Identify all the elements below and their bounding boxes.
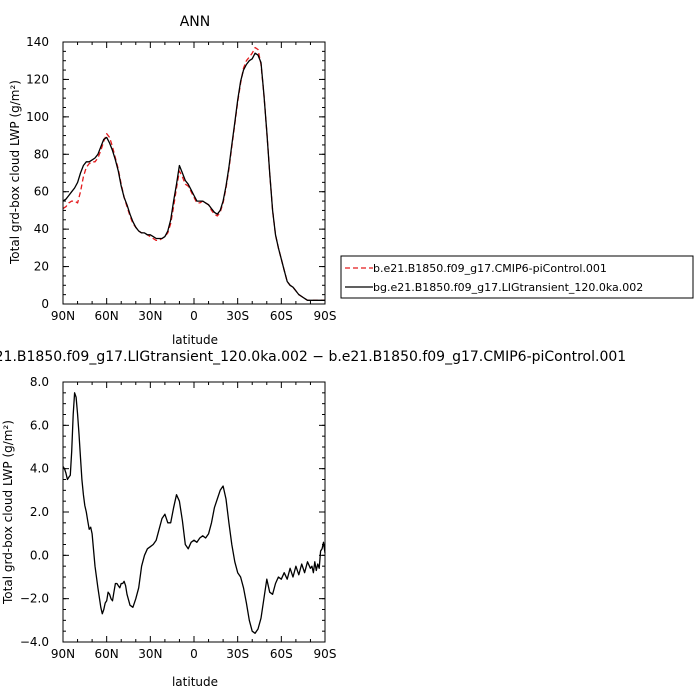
chart-top-panel: ANN 90N 60N 30N 0 30S 60S 90S 0 20 40 60 80 100 120 14… — [8, 14, 336, 347]
chart-top-x-tick-label: 0 — [190, 309, 198, 323]
chart-bottom-y-tick-label: −2.0 — [20, 592, 49, 606]
chart-top-y-tick-label: 100 — [26, 110, 49, 124]
legend-label-control: b.e21.B1850.f09_g17.CMIP6-piControl.001 — [373, 262, 607, 275]
chart-top-x-axis-label: latitude — [172, 333, 218, 347]
chart-top-x-tick-label: 30S — [226, 309, 249, 323]
legend: b.e21.B1850.f09_g17.CMIP6-piControl.001 … — [340, 255, 694, 299]
chart-top-series-layer — [62, 46, 325, 301]
chart-bottom-series-layer — [62, 392, 326, 634]
chart-top-title: ANN — [180, 14, 211, 30]
chart-bottom-x-tick-label: 30N — [138, 647, 162, 661]
chart-top-x-tick-label: 90S — [314, 309, 337, 323]
chart-bottom-x-tick-label: 90S — [314, 647, 337, 661]
chart-bottom-y-tick-label: 4.0 — [30, 462, 49, 476]
chart-top-y-tick-label: 0 — [41, 297, 49, 311]
chart-top-x-tick-label: 90N — [51, 309, 75, 323]
chart-bottom-title: bg.e21.B1850.f09_g17.LIGtransient_120.0k… — [0, 349, 626, 365]
chart-bottom-ticks: 90N 60N 30N 0 30S 60S 90S −4.0 −2.0 0.0 2.0 4.0 6.0 8… — [20, 375, 337, 661]
chart-top-y-tick-label: 20 — [34, 260, 49, 274]
chart-bottom-panel: bg.e21.B1850.f09_g17.LIGtransient_120.0k… — [0, 349, 626, 689]
chart-bottom-y-axis-label: Total grd-box cloud LWP (g/m²) — [1, 420, 15, 605]
chart-bottom-y-tick-label: −4.0 — [20, 635, 49, 649]
chart-bottom-y-tick-label: 8.0 — [30, 375, 49, 389]
chart-bottom-y-axis-label-text: Total grd-box cloud LWP (g/m²) — [1, 420, 15, 605]
chart-bottom-y-tick-label: 2.0 — [30, 505, 49, 519]
chart-bottom-plot-frame — [62, 381, 326, 643]
chart-top-ticks: 90N 60N 30N 0 30S 60S 90S 0 20 40 60 80 100 120 140 — [26, 35, 336, 323]
chart-top-y-tick-label: 120 — [26, 72, 49, 86]
chart-top-series-0-line — [62, 46, 325, 301]
chart-top-x-tick-label: 30N — [138, 309, 162, 323]
chart-top-y-tick-label: 40 — [34, 222, 49, 236]
chart-bottom-y-tick-label: 6.0 — [30, 418, 49, 432]
chart-top-y-axis-label-text: Total grd-box cloud LWP (g/m²) — [8, 80, 22, 265]
chart-bottom-x-tick-label: 60N — [95, 647, 119, 661]
chart-bottom-series-0-line — [62, 392, 326, 634]
chart-bottom-y-tick-label: 0.0 — [30, 548, 49, 562]
chart-top-y-tick-label: 80 — [34, 147, 49, 161]
legend-box — [340, 255, 694, 299]
chart-top-series-1-line — [62, 52, 325, 301]
chart-bottom-x-tick-label: 90N — [51, 647, 75, 661]
chart-bottom-x-axis-label: latitude — [172, 675, 218, 689]
chart-top-y-tick-label: 140 — [26, 35, 49, 49]
chart-bottom-x-tick-label: 30S — [226, 647, 249, 661]
chart-top-y-tick-label: 60 — [34, 185, 49, 199]
chart-top-plot-frame — [62, 41, 326, 305]
legend-label-transient: bg.e21.B1850.f09_g17.LIGtransient_120.0k… — [373, 281, 643, 294]
chart-bottom-x-tick-label: 0 — [190, 647, 198, 661]
chart-top-x-tick-label: 60N — [95, 309, 119, 323]
chart-bottom-x-tick-label: 60S — [270, 647, 293, 661]
chart-top-x-tick-label: 60S — [270, 309, 293, 323]
chart-top-y-axis-label: Total grd-box cloud LWP (g/m²) — [8, 80, 22, 265]
